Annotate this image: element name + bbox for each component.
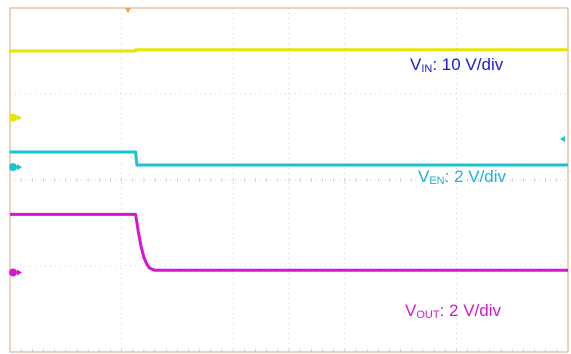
trace-en	[10, 150, 568, 167]
ground-arrow-icon	[17, 114, 22, 121]
vin-label: VIN: 10 V/div	[410, 55, 504, 75]
trigger-level-icon	[560, 136, 565, 142]
ground-arrow-icon	[17, 164, 22, 171]
trace-in	[10, 48, 568, 53]
grid	[9, 8, 569, 352]
vout-label: VOUT: 2 V/div	[405, 301, 501, 321]
ground-marker-icon	[9, 268, 17, 277]
ground-marker-icon	[9, 113, 17, 122]
ground-marker-icon	[9, 163, 17, 172]
ground-markers	[9, 113, 22, 277]
ven-label: VEN: 2 V/div	[418, 167, 507, 187]
traces	[10, 48, 568, 272]
trigger-position-icon	[125, 8, 131, 13]
trace-out	[10, 212, 568, 272]
ground-arrow-icon	[17, 269, 22, 276]
